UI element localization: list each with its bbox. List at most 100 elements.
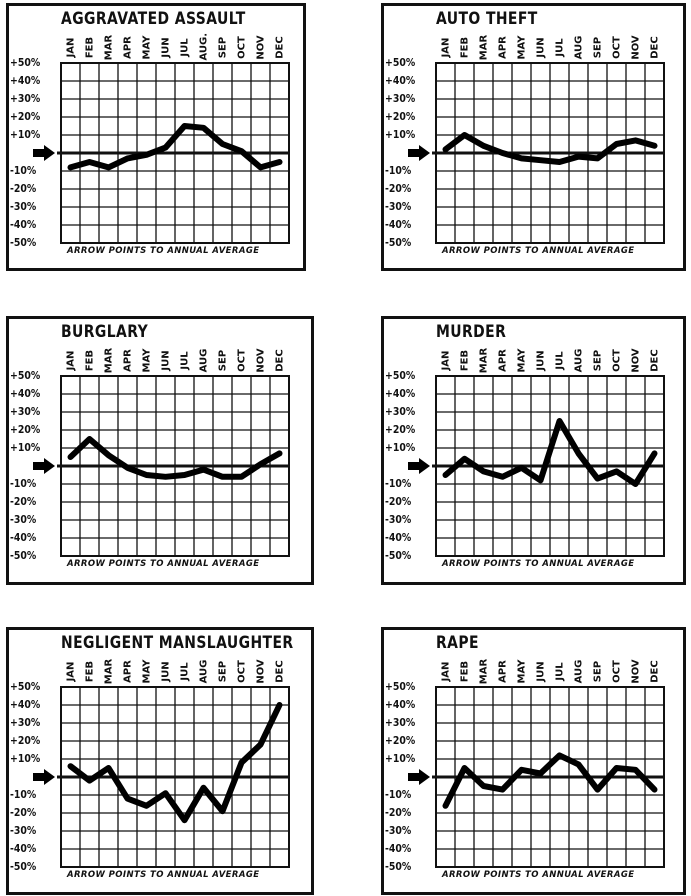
- month-label: JUN: [535, 350, 546, 371]
- series-line: [67, 123, 283, 171]
- chart-panel: BURGLARY JAN FEB MAR APR MAY JUN JUL AUG SEP OCT NO…: [6, 316, 314, 585]
- y-tick-label: -20%: [10, 495, 37, 508]
- y-tick-label: +30%: [385, 716, 416, 729]
- y-tick-label: +40%: [10, 387, 41, 400]
- chart-title: RAPE: [436, 633, 479, 653]
- chart-frame: [381, 3, 686, 271]
- month-label: NOV: [630, 659, 641, 684]
- month-label: APR: [497, 36, 508, 59]
- data-point: [575, 154, 582, 160]
- annual-average-note: ARROW POINTS TO ANNUAL AVERAGE: [67, 559, 260, 569]
- y-tick-label: -40%: [10, 218, 37, 231]
- data-point: [651, 787, 658, 793]
- data-point: [200, 125, 207, 131]
- month-label: JUN: [535, 661, 546, 682]
- data-point: [499, 150, 506, 156]
- series-line: [442, 752, 658, 809]
- data-point: [181, 123, 188, 129]
- y-tick-label: +50%: [10, 56, 41, 69]
- month-label: MAY: [516, 348, 527, 373]
- y-tick-label: -50%: [385, 860, 412, 873]
- y-tick-label: +20%: [385, 734, 416, 747]
- y-tick-label: +30%: [10, 716, 41, 729]
- data-point: [143, 803, 150, 809]
- data-point: [480, 143, 487, 149]
- chart-title: AGGRAVATED ASSAULT: [61, 9, 246, 29]
- data-point: [442, 803, 449, 809]
- data-point: [556, 159, 563, 165]
- month-label: JAN: [65, 37, 76, 58]
- month-label: JUL: [554, 38, 565, 57]
- y-tick-label: +10%: [385, 441, 416, 454]
- month-label: AUG: [573, 35, 584, 60]
- month-label: MAR: [103, 347, 114, 374]
- data-point: [86, 436, 93, 442]
- y-tick-label: +50%: [385, 56, 416, 69]
- data-point: [537, 477, 544, 483]
- month-label: OCT: [611, 36, 622, 59]
- data-point: [518, 767, 525, 773]
- y-tick-label: -10%: [10, 164, 37, 177]
- data-point: [556, 418, 563, 424]
- data-point: [632, 767, 639, 773]
- y-tick-label: +20%: [385, 423, 416, 436]
- annual-average-arrow-icon: [408, 458, 430, 474]
- month-label: MAR: [478, 658, 489, 685]
- month-label: FEB: [459, 349, 470, 372]
- month-label: JAN: [440, 661, 451, 682]
- y-tick-label: +10%: [10, 128, 41, 141]
- month-label: APR: [497, 660, 508, 683]
- y-tick-label: -50%: [10, 236, 37, 249]
- y-tick-label: +20%: [10, 110, 41, 123]
- y-tick-label: -40%: [385, 218, 412, 231]
- data-point: [499, 474, 506, 480]
- data-point: [613, 765, 620, 771]
- y-tick-label: -10%: [10, 788, 37, 801]
- data-point: [499, 787, 506, 793]
- chart-title: AUTO THEFT: [436, 9, 538, 29]
- month-label: JUN: [160, 661, 171, 682]
- month-label: JUN: [160, 350, 171, 371]
- month-label: MAY: [516, 659, 527, 684]
- y-tick-label: +30%: [385, 92, 416, 105]
- y-tick-label: -50%: [385, 549, 412, 562]
- data-point: [124, 796, 131, 802]
- y-tick-label: +20%: [10, 423, 41, 436]
- y-tick-label: -30%: [10, 200, 37, 213]
- month-label: SEP: [217, 660, 228, 683]
- data-point: [143, 152, 150, 158]
- y-tick-label: -40%: [385, 842, 412, 855]
- data-point: [162, 790, 169, 796]
- data-point: [556, 752, 563, 758]
- data-point: [537, 770, 544, 776]
- data-point: [276, 702, 283, 708]
- month-label: OCT: [611, 660, 622, 683]
- data-point: [67, 164, 74, 170]
- y-tick-label: -10%: [10, 477, 37, 490]
- data-point: [518, 465, 525, 471]
- data-point: [461, 456, 468, 462]
- month-label: AUG: [573, 659, 584, 684]
- month-label: AUG: [198, 348, 209, 373]
- month-label: FEB: [459, 36, 470, 59]
- month-label: MAY: [141, 348, 152, 373]
- y-tick-label: -40%: [10, 842, 37, 855]
- data-point: [651, 143, 658, 149]
- chart-title: NEGLIGENT MANSLAUGHTER: [61, 633, 294, 653]
- chart-title: BURGLARY: [61, 322, 149, 342]
- data-point: [632, 137, 639, 143]
- data-point: [575, 761, 582, 767]
- data-point: [181, 817, 188, 823]
- month-label: DEC: [649, 36, 660, 59]
- data-point: [651, 450, 658, 456]
- y-tick-label: -40%: [10, 531, 37, 544]
- y-tick-label: +20%: [10, 734, 41, 747]
- annual-average-note: ARROW POINTS TO ANNUAL AVERAGE: [67, 246, 260, 256]
- month-label: FEB: [84, 36, 95, 59]
- arrow-shape: [33, 458, 55, 474]
- y-tick-label: -10%: [385, 477, 412, 490]
- plot-area: [432, 686, 665, 868]
- y-tick-label: -10%: [385, 788, 412, 801]
- data-point: [219, 141, 226, 147]
